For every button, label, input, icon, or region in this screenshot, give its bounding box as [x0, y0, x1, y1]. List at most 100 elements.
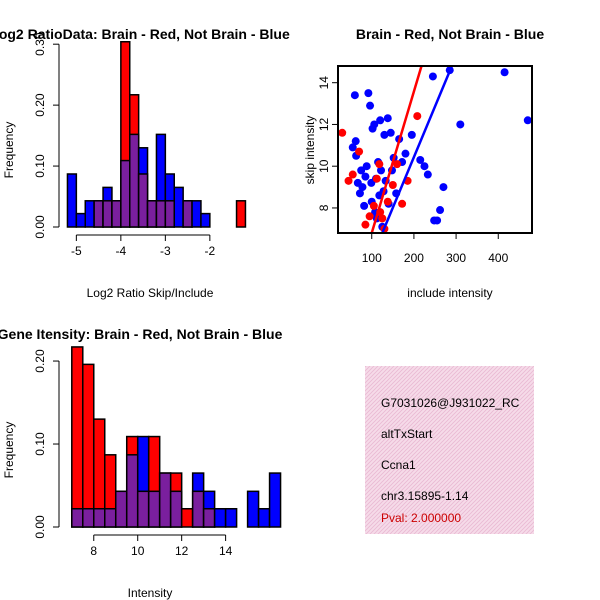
hist2-bar-13 [213, 507, 227, 528]
hist1-bar-2 [84, 200, 95, 228]
hist1-ylabel: Frequency [2, 122, 16, 179]
hist2-y-tick-label-1: 0.10 [33, 432, 47, 456]
hist2-overlap-bar-6 [136, 490, 150, 528]
hist2-overlap-bar-0 [71, 507, 84, 528]
not-brain-point-49 [433, 216, 442, 225]
not-brain-point-22 [380, 130, 389, 139]
hist2-overlap-bar-5 [125, 454, 139, 528]
brain-point-11 [383, 197, 392, 206]
not-brain-point-40 [456, 120, 465, 129]
brain-fit-line [370, 65, 423, 234]
not-brain-point-31 [401, 149, 410, 158]
hist2-overlap-bar-3 [104, 507, 117, 528]
brain-point-7 [372, 174, 381, 183]
hist1-bar-14 [191, 200, 202, 228]
hist1-overlap-bar-11 [164, 200, 176, 228]
not-brain-point-35 [423, 170, 432, 179]
hist2-title: Gene Itensity: Brain - Red, Not Brain - … [0, 326, 283, 342]
scatter-marks [338, 65, 532, 234]
hist2-y-tick-label-0: 0.00 [33, 515, 47, 539]
not-brain-point-46 [351, 137, 360, 146]
hist2-overlap-bar-2 [93, 507, 106, 528]
hist2-bars [71, 346, 282, 528]
brain-point-12 [388, 180, 397, 189]
hist2-bar-10 [180, 507, 194, 528]
not-brain-point-10 [366, 101, 375, 110]
hist1-axes: -5 -4 -3 -2 0.00 0.10 0.20 0.30 [33, 32, 216, 258]
not-brain-point-6 [360, 201, 369, 210]
hist1-xlabel: Log2 Ratio Skip/Include [87, 286, 214, 300]
hist1-overlap-bar-7 [129, 133, 140, 228]
brain-point-0 [338, 128, 347, 137]
scatter-ylabel: skip intensity [303, 116, 317, 185]
hist1-x-tick-label-3: -2 [205, 244, 216, 258]
hist2-ylabel: Frequency [2, 422, 16, 479]
brain-point-9 [378, 214, 387, 223]
not-brain-point-18 [376, 116, 385, 125]
not-brain-point-24 [383, 114, 392, 123]
scatter-x-tick-label-0: 100 [362, 251, 382, 265]
hist2-bar-16 [246, 490, 260, 528]
hist2-overlap-bar-8 [158, 472, 172, 528]
hist2-overlap-bar-11 [191, 490, 205, 528]
scatter-x-tick-label-1: 200 [404, 251, 424, 265]
scatter-y-tick-label-3: 14 [317, 76, 331, 90]
scatter-xlabel: include intensity [407, 286, 492, 300]
not-brain-point-34 [420, 162, 429, 171]
brain-point-6 [369, 201, 378, 210]
not-brain-fit-line [381, 65, 454, 234]
hist1-bar-0 [66, 173, 78, 228]
scatter-frame [337, 65, 533, 234]
hist1-overlap-bar-5 [111, 200, 122, 228]
hist1-overlap-bar-3 [93, 200, 104, 228]
hist1-overlap-bar-4 [102, 200, 113, 228]
info-probe: G7031026@J931022_RC [381, 396, 520, 410]
brain-point-4 [361, 220, 370, 229]
hist2-bar-1 [82, 363, 95, 528]
not-brain-point-48 [428, 72, 437, 81]
not-brain-point-38 [439, 183, 448, 192]
hist1-bar-15 [200, 212, 211, 228]
hist2-axes: 8 10 12 14 0.00 0.10 0.20 [33, 349, 233, 558]
info-gene: Ccna1 [381, 458, 416, 472]
hist1-y-tick-label-0: 0.00 [33, 215, 47, 239]
hist1-x-tick-label-1: -4 [116, 244, 127, 258]
hist1-overlap-bar-6 [120, 159, 131, 228]
scatter-y-tick-label-0: 8 [317, 204, 331, 211]
hist1-x-tick-label-0: -5 [71, 244, 82, 258]
not-brain-point-8 [362, 162, 371, 171]
brain-point-8 [375, 160, 384, 169]
not-brain-point-32 [407, 130, 416, 139]
not-brain-point-37 [436, 206, 445, 215]
brain-point-1 [344, 176, 353, 185]
hist2-x-tick-label-3: 14 [219, 544, 233, 558]
not-brain-point-41 [500, 68, 509, 77]
hist2-x-tick-label-0: 8 [90, 544, 97, 558]
not-brain-point-9 [364, 89, 373, 98]
brain-point-16 [413, 112, 422, 121]
hist1-bar-19 [235, 200, 247, 228]
scatter-y-tick-label-1: 10 [317, 159, 331, 173]
hist1-bars [66, 41, 247, 228]
hist2-bar-0 [71, 346, 84, 528]
hist1-y-tick-label-3: 0.30 [33, 32, 47, 56]
hist2-overlap-bar-1 [82, 507, 95, 528]
info-pval: Pval: 2.000000 [381, 511, 461, 525]
hist1-x-tick-label-2: -3 [160, 244, 171, 258]
not-brain-point-13 [370, 120, 379, 129]
not-brain-point-19 [377, 166, 386, 175]
not-brain-point-42 [523, 116, 532, 125]
scatter-axes: 100 200 300 400 8 10 12 14 [317, 76, 509, 265]
brain-point-14 [398, 199, 407, 208]
hist1-bar-1 [75, 212, 86, 228]
hist1-y-tick-label-2: 0.20 [33, 93, 47, 117]
not-brain-point-33 [416, 155, 425, 164]
scatter-x-tick-label-3: 400 [488, 251, 508, 265]
hist1-overlap-bar-8 [137, 173, 149, 228]
not-brain-point-25 [386, 128, 395, 137]
hist2-x-tick-label-1: 10 [131, 544, 145, 558]
not-brain-point-7 [361, 172, 370, 181]
hist2-overlap-bar-9 [169, 490, 183, 528]
hist2-overlap-bar-7 [147, 490, 161, 528]
